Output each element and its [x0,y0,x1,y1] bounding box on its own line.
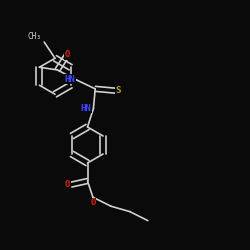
Text: CH₃: CH₃ [28,32,42,41]
Text: S: S [116,86,121,95]
Text: O: O [90,198,96,207]
Text: HN: HN [81,104,92,113]
Text: HN: HN [64,74,75,84]
Text: O: O [65,180,70,189]
Text: O: O [64,50,70,59]
